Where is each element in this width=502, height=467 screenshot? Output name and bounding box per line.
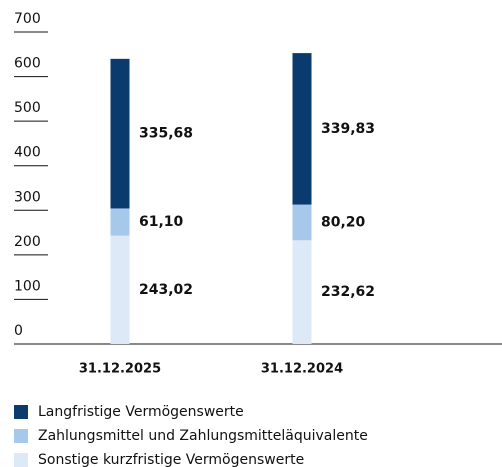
value-label: 243,02	[139, 282, 193, 298]
y-tick-label: 300	[14, 189, 41, 205]
x-tick-label: 31.12.2024	[261, 362, 343, 377]
value-label: 232,62	[321, 284, 375, 300]
x-tick-label: 31.12.2025	[79, 362, 161, 377]
y-tick-label: 200	[14, 234, 41, 250]
y-tick-label: 0	[14, 323, 23, 339]
legend-swatch	[14, 453, 28, 467]
bar-segment	[110, 58, 130, 209]
value-label: 80,20	[321, 214, 366, 230]
value-label: 335,68	[139, 126, 193, 142]
bar-segment	[292, 53, 312, 205]
y-tick-label: 600	[14, 56, 41, 72]
y-tick-label: 500	[14, 100, 41, 116]
legend-label: Zahlungsmittel und Zahlungsmitteläquival…	[38, 428, 368, 444]
bar-segment	[110, 235, 130, 344]
y-tick-label: 700	[14, 11, 41, 27]
bar-segment	[292, 204, 312, 241]
legend-label: Sonstige kurzfristige Vermögenswerte	[38, 452, 304, 467]
y-tick-label: 100	[14, 278, 41, 294]
value-label: 61,10	[139, 214, 184, 230]
bar-segment	[292, 240, 312, 344]
legend-swatch	[14, 429, 28, 443]
legend-swatch	[14, 405, 28, 419]
bar-segment	[110, 208, 130, 236]
y-tick-label: 400	[14, 145, 41, 161]
legend-label: Langfristige Vermögenswerte	[38, 404, 244, 420]
value-label: 339,83	[321, 121, 375, 137]
